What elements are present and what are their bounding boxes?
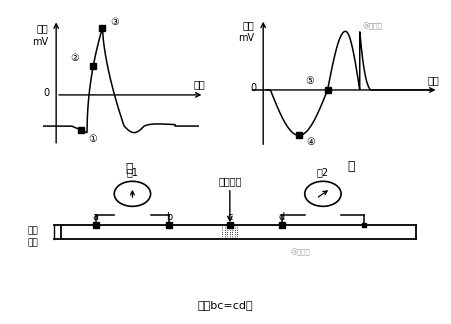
Circle shape [114, 181, 151, 206]
Text: d: d [279, 212, 285, 222]
Text: 0: 0 [44, 88, 50, 98]
Text: mV: mV [32, 37, 48, 47]
Text: @正确云: @正确云 [290, 249, 310, 256]
Text: 时间: 时间 [427, 75, 439, 86]
Text: b: b [166, 212, 172, 222]
Text: 电位: 电位 [37, 23, 48, 33]
Text: 甲（bc=cd）: 甲（bc=cd） [198, 300, 253, 310]
Text: 表2: 表2 [317, 167, 329, 177]
Text: mV: mV [238, 33, 254, 43]
Text: 适宜刺激: 适宜刺激 [218, 176, 242, 186]
Text: 0: 0 [250, 83, 256, 93]
Text: 丙: 丙 [347, 160, 354, 173]
Circle shape [305, 181, 341, 206]
Text: ④: ④ [306, 137, 315, 147]
Text: 纤维: 纤维 [28, 239, 38, 248]
Text: 时间: 时间 [194, 79, 206, 89]
Text: c: c [227, 212, 233, 222]
Text: 乙: 乙 [125, 162, 133, 175]
Text: 电位: 电位 [243, 20, 254, 30]
Text: 神经: 神经 [28, 226, 38, 235]
Text: 表1: 表1 [126, 167, 138, 177]
Text: @正确云: @正确云 [363, 23, 382, 30]
Text: ③: ③ [110, 17, 119, 27]
Text: ⑤: ⑤ [305, 76, 314, 86]
Text: ②: ② [70, 53, 79, 63]
Text: a: a [92, 212, 99, 222]
Text: ①: ① [88, 134, 97, 144]
